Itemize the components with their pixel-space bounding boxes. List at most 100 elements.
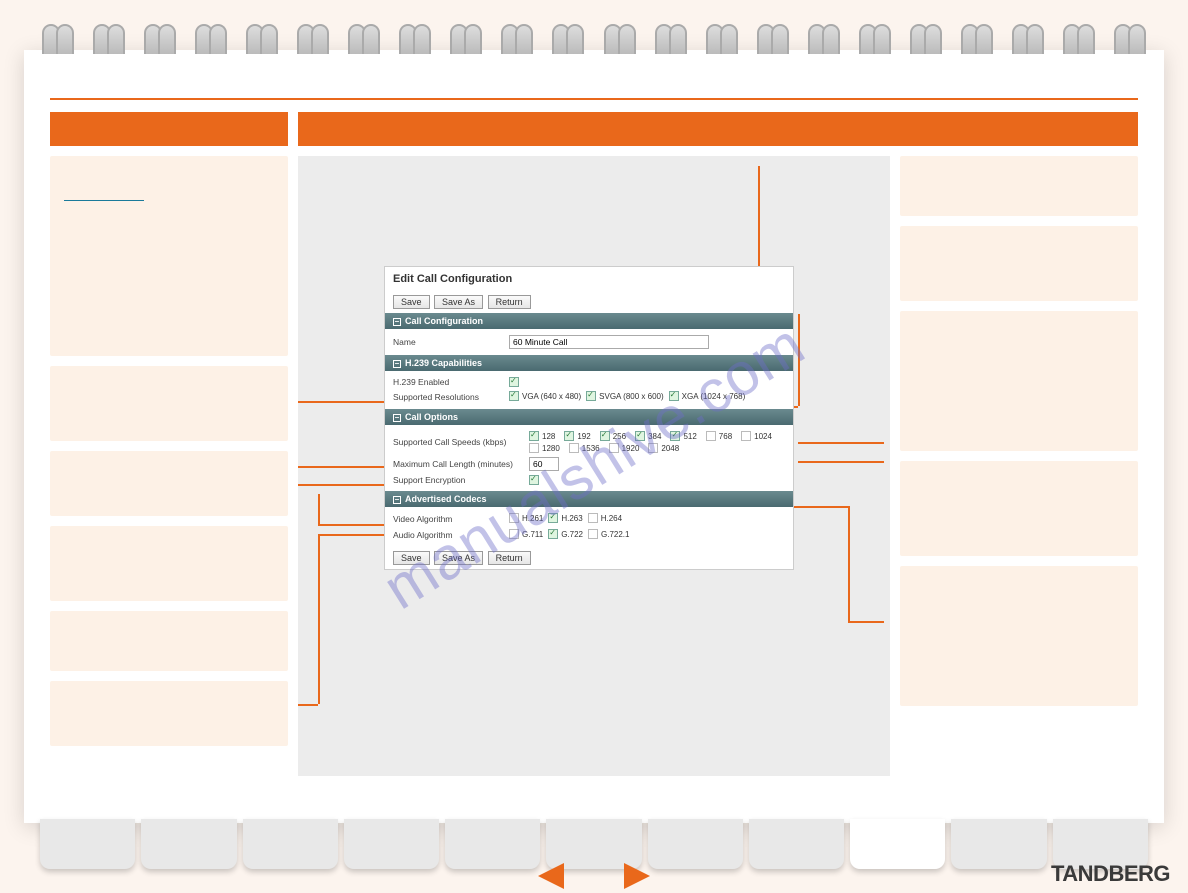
callout-line: [318, 534, 320, 704]
left-pane-3: [50, 451, 288, 516]
name-input[interactable]: [509, 335, 709, 349]
option[interactable]: 128: [529, 431, 555, 441]
right-pane-3: [900, 311, 1138, 451]
video-algorithm-label: Video Algorithm: [393, 514, 503, 524]
checkbox[interactable]: [548, 529, 558, 539]
checkbox[interactable]: [635, 431, 645, 441]
banner-left: [50, 112, 288, 146]
option[interactable]: 1536: [569, 443, 600, 453]
checkbox[interactable]: [588, 513, 598, 523]
save-button[interactable]: Save: [393, 295, 430, 309]
option[interactable]: H.263: [548, 513, 582, 523]
tab[interactable]: [243, 819, 338, 869]
option-label: 256: [613, 432, 626, 441]
return-button[interactable]: Return: [488, 295, 531, 309]
option[interactable]: SVGA (800 x 600): [586, 391, 663, 401]
prev-page-icon[interactable]: [538, 863, 564, 889]
option[interactable]: 768: [706, 431, 732, 441]
section-call-config-body: Name: [385, 329, 793, 355]
page: Edit Call Configuration Save Save As Ret…: [24, 50, 1164, 823]
option[interactable]: 512: [670, 431, 696, 441]
checkbox[interactable]: [609, 443, 619, 453]
option[interactable]: 1920: [609, 443, 640, 453]
option[interactable]: 384: [635, 431, 661, 441]
save-as-button[interactable]: Save As: [434, 295, 483, 309]
callout-line: [798, 461, 884, 463]
checkbox[interactable]: [548, 513, 558, 523]
callout-line: [298, 466, 384, 468]
checkbox[interactable]: [569, 443, 579, 453]
left-pane-4: [50, 526, 288, 601]
tab[interactable]: [546, 819, 641, 869]
checkbox[interactable]: [648, 443, 658, 453]
return-button[interactable]: Return: [488, 551, 531, 565]
option[interactable]: 192: [564, 431, 590, 441]
section-codecs-header[interactable]: –Advertised Codecs: [385, 491, 793, 507]
checkbox[interactable]: [509, 513, 519, 523]
checkbox[interactable]: [509, 529, 519, 539]
checkbox[interactable]: [706, 431, 716, 441]
checkbox[interactable]: [588, 529, 598, 539]
option-label: 1024: [754, 432, 772, 441]
option-label: XGA (1024 x 768): [682, 392, 746, 401]
option[interactable]: H.261: [509, 513, 543, 523]
checkbox[interactable]: [564, 431, 574, 441]
option[interactable]: VGA (640 x 480): [509, 391, 581, 401]
video-algorithm-options: H.261 H.263 H.264: [509, 513, 627, 525]
callout-line: [798, 442, 884, 444]
option[interactable]: XGA (1024 x 768): [669, 391, 746, 401]
checkbox[interactable]: [529, 431, 539, 441]
section-h239-header[interactable]: –H.239 Capabilities: [385, 355, 793, 371]
name-label: Name: [393, 337, 503, 347]
tab[interactable]: [40, 819, 135, 869]
left-pane-1: [50, 156, 288, 356]
option[interactable]: G.722: [548, 529, 583, 539]
tab[interactable]: [141, 819, 236, 869]
save-as-button[interactable]: Save As: [434, 551, 483, 565]
section-call-options-header[interactable]: –Call Options: [385, 409, 793, 425]
checkbox[interactable]: [509, 391, 519, 401]
speeds-label: Supported Call Speeds (kbps): [393, 437, 523, 447]
tab[interactable]: [951, 819, 1046, 869]
checkbox[interactable]: [586, 391, 596, 401]
checkbox[interactable]: [741, 431, 751, 441]
option[interactable]: G.711: [509, 529, 543, 539]
section-call-config-header[interactable]: –Call Configuration: [385, 313, 793, 329]
checkbox[interactable]: [670, 431, 680, 441]
tab[interactable]: [344, 819, 439, 869]
left-pane-2: [50, 366, 288, 441]
resolutions-options: VGA (640 x 480) SVGA (800 x 600) XGA (1024…: [509, 391, 750, 403]
option[interactable]: 1280: [529, 443, 560, 453]
button-row-bottom: Save Save As Return: [385, 547, 793, 569]
option-label: G.711: [522, 530, 543, 539]
option-label: 2048: [661, 444, 679, 453]
h239-enabled-checkbox[interactable]: [509, 377, 519, 387]
section-header-label: H.239 Capabilities: [405, 358, 482, 368]
checkbox[interactable]: [529, 443, 539, 453]
callout-line: [298, 704, 318, 706]
tab-active[interactable]: [850, 819, 945, 869]
option-label: 512: [683, 432, 696, 441]
option[interactable]: H.264: [588, 513, 622, 523]
option-label: 384: [648, 432, 661, 441]
maxlen-input[interactable]: [529, 457, 559, 471]
link-underline: [64, 200, 144, 201]
callout-line: [848, 506, 850, 621]
option[interactable]: 1024: [741, 431, 772, 441]
encrypt-checkbox[interactable]: [529, 475, 539, 485]
right-pane-1: [900, 156, 1138, 216]
center-column: Edit Call Configuration Save Save As Ret…: [298, 156, 890, 776]
next-page-icon[interactable]: [624, 863, 650, 889]
save-button[interactable]: Save: [393, 551, 430, 565]
option[interactable]: 2048: [648, 443, 679, 453]
checkbox[interactable]: [600, 431, 610, 441]
left-column: [50, 156, 288, 776]
banner-right: [298, 112, 1138, 146]
tab[interactable]: [648, 819, 743, 869]
tab[interactable]: [445, 819, 540, 869]
callout-line: [318, 494, 320, 524]
tab[interactable]: [749, 819, 844, 869]
checkbox[interactable]: [669, 391, 679, 401]
option[interactable]: 256: [600, 431, 626, 441]
option[interactable]: G.722.1: [588, 529, 629, 539]
